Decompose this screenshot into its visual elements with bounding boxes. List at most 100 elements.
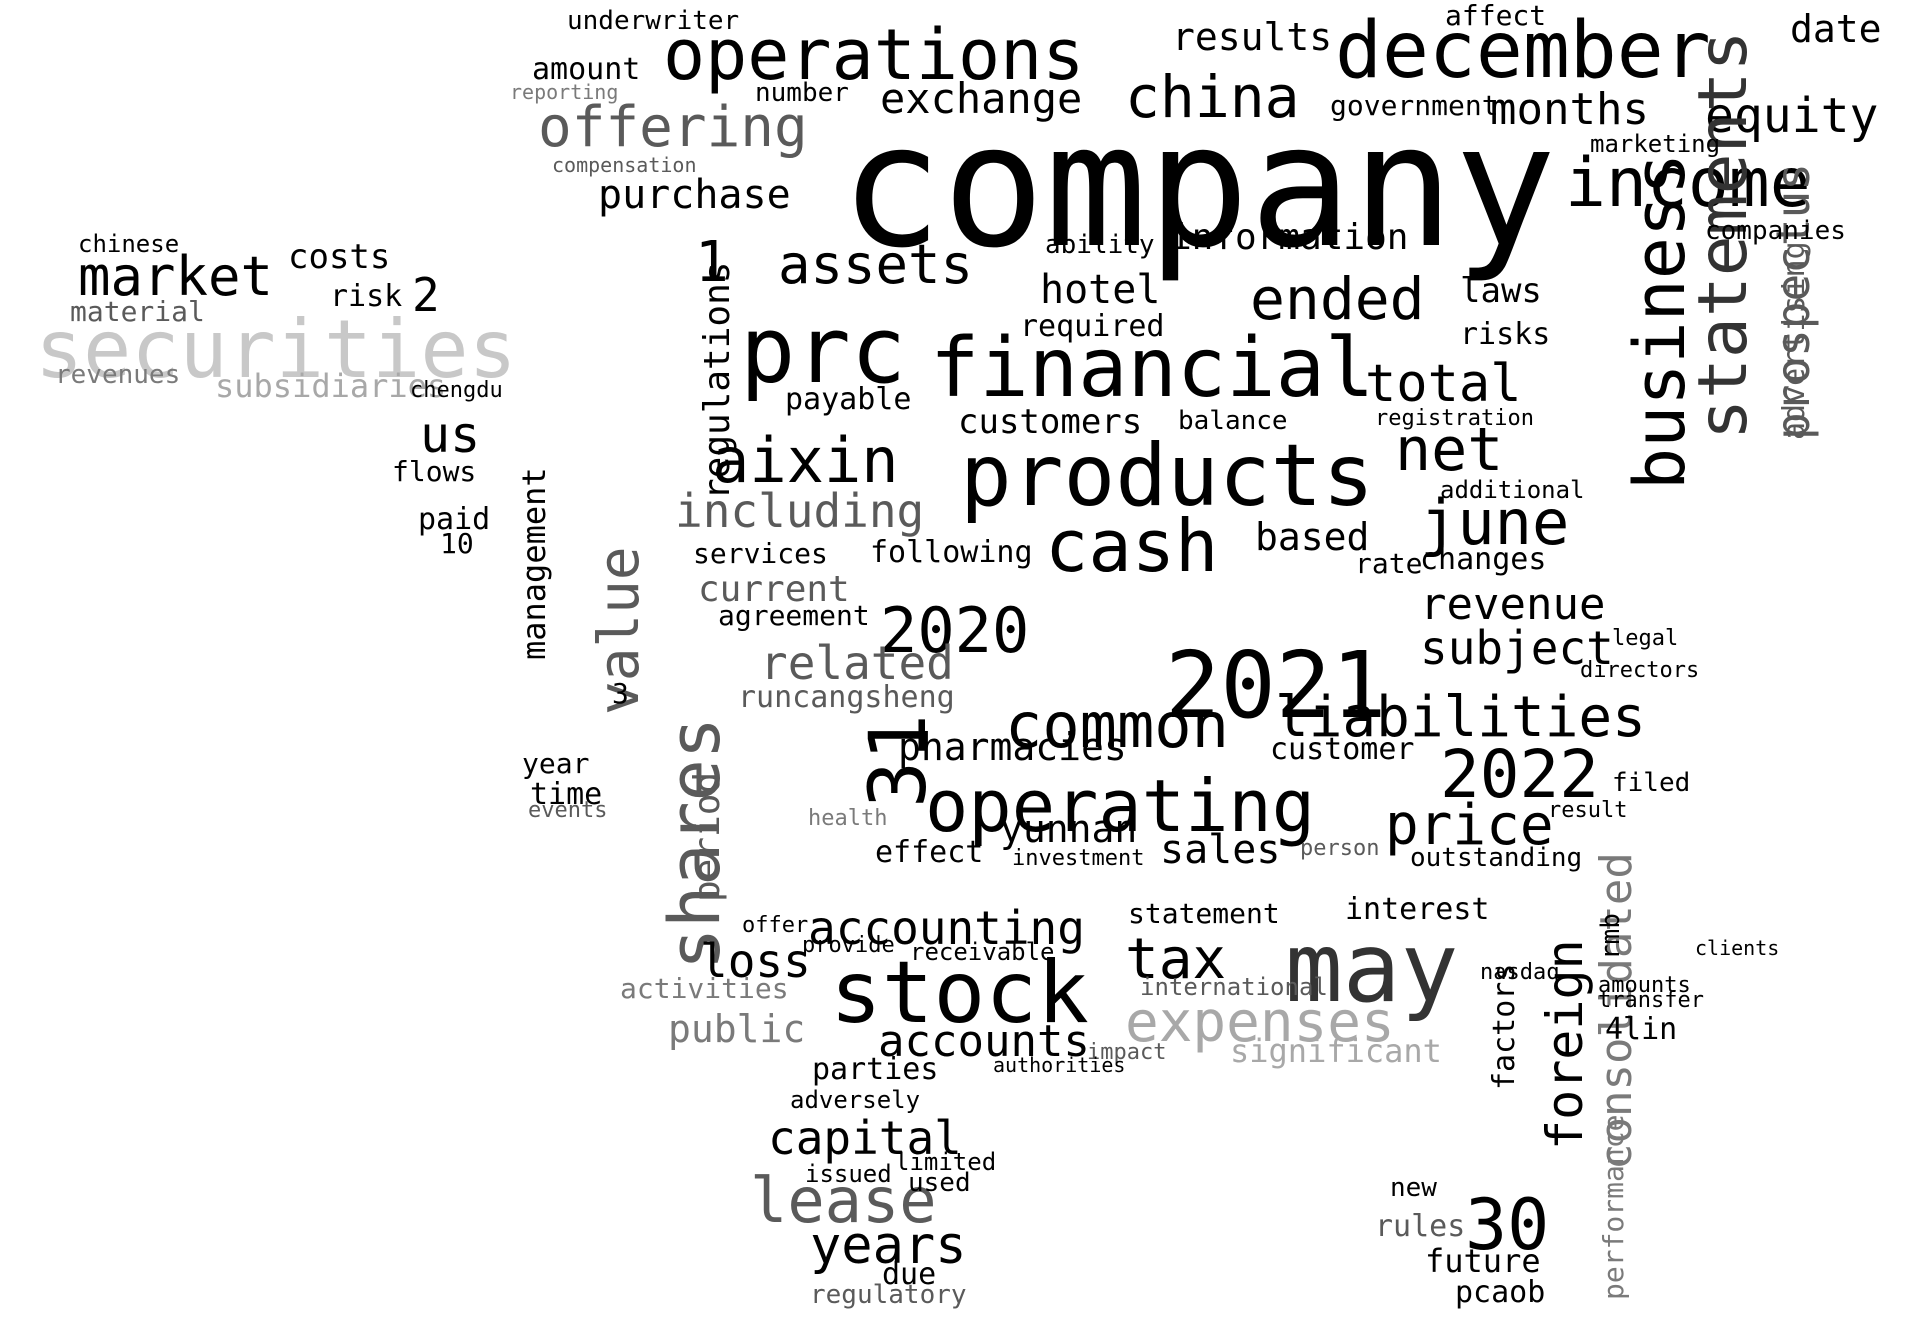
cloud-word: expenses: [1125, 990, 1395, 1055]
cloud-word: price: [1385, 793, 1554, 858]
cloud-word: costs: [288, 237, 391, 277]
cloud-word: changes: [1420, 542, 1547, 577]
cloud-word: revenues: [55, 360, 181, 390]
cloud-word: services: [693, 537, 828, 570]
cloud-word: loss: [700, 934, 811, 988]
cloud-word: advertising: [1777, 241, 1812, 440]
cloud-word: equity: [1705, 88, 1879, 144]
cloud-word: based: [1255, 515, 1370, 559]
cloud-word: required: [1020, 309, 1165, 344]
cloud-word: impact: [1087, 1040, 1167, 1065]
cloud-word: material: [70, 295, 205, 328]
cloud-word: issued: [805, 1160, 892, 1188]
cloud-word: common: [1005, 689, 1229, 762]
cloud-word: government: [1330, 89, 1499, 122]
cloud-word: year: [522, 747, 590, 780]
cloud-word: customer: [1270, 732, 1415, 767]
cloud-word: limited: [895, 1148, 997, 1176]
cloud-word: underwriter: [567, 6, 740, 36]
cloud-word: accounts: [878, 1016, 1090, 1067]
cloud-word: parties: [812, 1052, 939, 1087]
cloud-word: marketing: [1590, 130, 1721, 158]
cloud-word: stock: [830, 943, 1089, 1043]
cloud-word: performance: [1597, 1114, 1630, 1300]
cloud-word: transfer: [1598, 988, 1704, 1013]
cloud-word: aixin: [712, 424, 899, 497]
cloud-word: 4lin: [1605, 1012, 1678, 1047]
cloud-word: company: [840, 88, 1557, 286]
cloud-word: operations: [663, 14, 1085, 96]
cloud-word: offering: [538, 95, 808, 160]
cloud-word: future: [1425, 1242, 1541, 1280]
cloud-word: income: [1565, 144, 1811, 223]
cloud-word: pharmacies: [898, 725, 1127, 769]
cloud-word: customers: [958, 402, 1143, 442]
cloud-word: 2020: [880, 594, 1030, 667]
cloud-word: statement: [1128, 897, 1280, 930]
cloud-word: risk: [330, 279, 403, 314]
cloud-word: management: [515, 467, 553, 660]
cloud-word: tax: [1125, 927, 1227, 992]
cloud-word: clients: [1695, 936, 1780, 960]
cloud-word: receivable: [910, 938, 1055, 966]
cloud-word: 1: [695, 230, 729, 295]
cloud-word: period: [687, 771, 728, 902]
cloud-word: market: [78, 245, 274, 308]
cloud-word: rules: [1375, 1209, 1466, 1244]
cloud-word: used: [908, 1168, 971, 1198]
cloud-word: 10: [440, 527, 474, 560]
cloud-word: public: [668, 1007, 806, 1051]
cloud-word: revenue: [1420, 579, 1606, 630]
cloud-word: months: [1490, 84, 1649, 135]
cloud-word: agreement: [718, 599, 870, 632]
cloud-word: lease: [750, 1164, 937, 1237]
cloud-word: including: [675, 484, 925, 538]
cloud-word: laws: [1460, 271, 1542, 311]
cloud-word: number: [755, 78, 849, 108]
cloud-word: person: [1300, 836, 1380, 861]
cloud-word: offer: [742, 913, 809, 938]
cloud-word: net: [1395, 415, 1504, 485]
cloud-word: interest: [1345, 892, 1490, 927]
cloud-word: chengdu: [410, 378, 503, 403]
cloud-word: events: [528, 798, 608, 823]
cloud-word: results: [1172, 15, 1333, 59]
cloud-word: exchange: [880, 74, 1083, 123]
cloud-word: effect: [875, 835, 984, 870]
cloud-word: flows: [392, 455, 477, 488]
cloud-word: capital: [768, 1111, 962, 1165]
cloud-word: regulations: [697, 261, 738, 500]
cloud-word: paid: [418, 502, 491, 537]
cloud-word: financial: [930, 321, 1375, 416]
cloud-word: provide: [802, 933, 895, 958]
cloud-word: time: [530, 777, 603, 812]
cloud-word: nasdaq: [1480, 960, 1560, 985]
cloud-word: affect: [1445, 0, 1547, 32]
cloud-word: due: [882, 1257, 937, 1292]
cloud-word: date: [1790, 7, 1882, 51]
cloud-word: ended: [1250, 265, 1425, 333]
cloud-word: yunnan: [1000, 807, 1138, 851]
cloud-word: reporting: [510, 80, 619, 104]
cloud-word: december: [1335, 6, 1711, 96]
cloud-word: sales: [1160, 827, 1281, 873]
cloud-word: information: [1170, 217, 1409, 258]
cloud-word: compensation: [552, 153, 697, 177]
cloud-word: authorities: [993, 1053, 1126, 1077]
cloud-word: health: [808, 806, 888, 831]
cloud-word: risks: [1460, 317, 1551, 352]
cloud-word: adversely: [790, 1086, 921, 1114]
cloud-word: liabilities: [1275, 685, 1646, 750]
cloud-word: significant: [1230, 1032, 1442, 1070]
cloud-word: new: [1390, 1173, 1437, 1203]
cloud-word: purchase: [598, 172, 791, 218]
cloud-word: china: [1125, 63, 1300, 131]
cloud-word: 30: [1465, 1184, 1550, 1266]
cloud-word: chinese: [78, 230, 180, 258]
cloud-word: may: [1285, 912, 1459, 1024]
cloud-word: activities: [620, 972, 789, 1005]
cloud-word: balance: [1178, 406, 1288, 436]
cloud-word: subsidiaries: [215, 367, 447, 405]
cloud-word: accounting: [808, 901, 1085, 955]
